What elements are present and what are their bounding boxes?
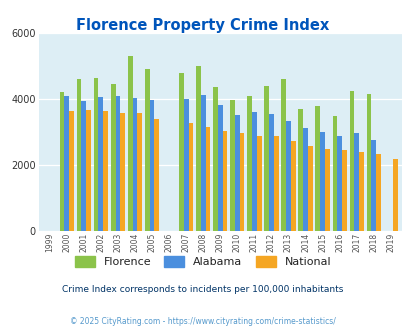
Bar (332, 116, 337, 231)
Bar (179, 73, 183, 231)
Bar (137, 113, 142, 231)
Bar (205, 127, 210, 231)
Bar (371, 140, 375, 231)
Bar (303, 128, 307, 231)
Bar (324, 149, 329, 231)
Bar (60, 92, 64, 231)
Bar (188, 123, 193, 231)
Bar (222, 131, 227, 231)
Bar (337, 136, 341, 231)
Bar (307, 146, 312, 231)
Bar (286, 121, 290, 231)
Bar (94, 78, 98, 231)
Legend: Florence, Alabama, National: Florence, Alabama, National (70, 251, 335, 271)
Text: © 2025 CityRating.com - https://www.cityrating.com/crime-statistics/: © 2025 CityRating.com - https://www.city… (70, 317, 335, 326)
Bar (252, 112, 256, 231)
Bar (111, 84, 115, 231)
Bar (81, 101, 86, 231)
Bar (77, 79, 81, 231)
Bar (145, 69, 149, 231)
Bar (298, 109, 303, 231)
Bar (281, 79, 286, 231)
Bar (247, 96, 252, 231)
Bar (69, 111, 74, 231)
Bar (120, 113, 125, 231)
Bar (234, 115, 239, 231)
Bar (358, 152, 363, 231)
Bar (392, 159, 397, 231)
Bar (128, 56, 132, 231)
Bar (239, 133, 244, 231)
Bar (196, 66, 200, 231)
Bar (213, 87, 217, 231)
Bar (154, 119, 159, 231)
Bar (200, 95, 205, 231)
Bar (349, 91, 354, 231)
Bar (375, 154, 380, 231)
Bar (290, 141, 295, 231)
Bar (315, 106, 320, 231)
Bar (354, 133, 358, 231)
Bar (86, 110, 91, 231)
Bar (103, 111, 108, 231)
Bar (366, 94, 371, 231)
Bar (98, 97, 103, 231)
Bar (115, 96, 120, 231)
Bar (273, 136, 278, 231)
Bar (264, 86, 269, 231)
Bar (64, 96, 69, 231)
Bar (149, 100, 154, 231)
Text: Crime Index corresponds to incidents per 100,000 inhabitants: Crime Index corresponds to incidents per… (62, 285, 343, 294)
Bar (132, 98, 137, 231)
Text: Florence Property Crime Index: Florence Property Crime Index (76, 18, 329, 33)
Bar (230, 100, 234, 231)
Bar (320, 132, 324, 231)
Bar (269, 114, 273, 231)
Bar (217, 105, 222, 231)
Bar (341, 150, 346, 231)
Bar (256, 136, 261, 231)
Bar (183, 99, 188, 231)
